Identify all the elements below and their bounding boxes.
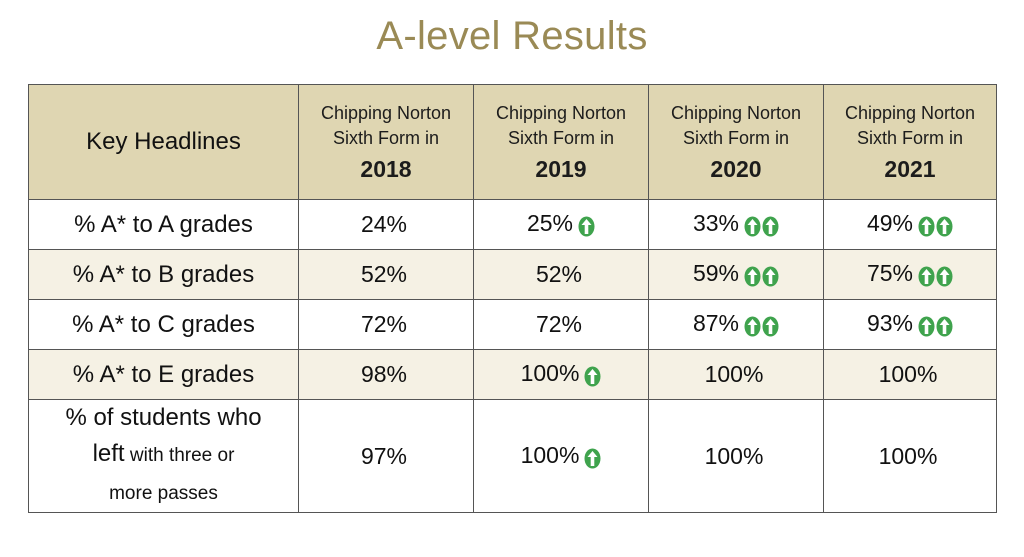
value-text: 100% xyxy=(520,441,580,468)
header-key-headlines: Key Headlines xyxy=(28,84,299,200)
increase-indicator xyxy=(743,312,779,339)
value-text: 59% xyxy=(692,260,740,287)
value-text: 97% xyxy=(360,442,408,469)
header-year: 2018 xyxy=(360,156,412,182)
row-label: % of students who left with three or mor… xyxy=(28,399,299,513)
up-arrow-circle-icon xyxy=(584,448,601,469)
header-line1: Chipping Norton xyxy=(670,103,802,123)
header-2021: Chipping Norton Sixth Form in 2021 xyxy=(823,84,997,200)
value-text: 52% xyxy=(360,261,408,287)
value-cell: 100% xyxy=(648,349,824,400)
increase-indicator xyxy=(743,212,779,239)
value-text: 87% xyxy=(692,310,740,337)
value-text: 100% xyxy=(878,361,938,387)
page-title: A-level Results xyxy=(376,14,648,58)
up-arrow-circle-icon xyxy=(762,316,779,337)
row-label: % A* to B grades xyxy=(28,249,299,300)
row-label: % A* to A grades xyxy=(28,199,299,250)
table-row: % A* to A grades 24% 25% 33% 49% xyxy=(28,199,997,250)
label-line1: % of students who xyxy=(65,404,262,431)
header-year: 2020 xyxy=(710,156,762,182)
value-cell: 98% xyxy=(298,349,474,400)
value-text: 25% xyxy=(526,210,574,237)
table-row: % of students who left with three or mor… xyxy=(28,399,997,513)
up-arrow-circle-icon xyxy=(584,366,601,387)
up-arrow-circle-icon xyxy=(918,216,935,237)
value-cell: 100% xyxy=(823,399,997,513)
value-text: 98% xyxy=(360,361,408,387)
increase-indicator xyxy=(577,212,595,239)
label-line2-small: with three or xyxy=(124,445,235,466)
up-arrow-circle-icon xyxy=(744,266,761,287)
value-text: 33% xyxy=(692,210,740,237)
row-label: % A* to E grades xyxy=(28,349,299,400)
value-cell: 100% xyxy=(823,349,997,400)
header-year: 2021 xyxy=(884,156,936,182)
value-cell: 52% xyxy=(473,249,649,300)
increase-indicator xyxy=(917,262,953,289)
value-cell: 49% xyxy=(823,199,997,250)
value-cell: 75% xyxy=(823,249,997,300)
value-text: 72% xyxy=(360,311,408,337)
value-text: 93% xyxy=(866,310,914,337)
value-cell: 100% xyxy=(473,399,649,513)
value-cell: 72% xyxy=(473,299,649,350)
header-line2: Sixth Form in xyxy=(332,128,440,148)
up-arrow-circle-icon xyxy=(578,216,595,237)
value-text: 49% xyxy=(866,210,914,237)
increase-indicator xyxy=(743,262,779,289)
value-cell: 87% xyxy=(648,299,824,350)
label-line3: more passes xyxy=(109,483,218,504)
value-text: 100% xyxy=(878,442,938,469)
value-text: 100% xyxy=(520,360,580,387)
table-row: % A* to E grades 98% 100% 100% 100% xyxy=(28,349,997,400)
value-text: 72% xyxy=(535,311,583,337)
header-line2: Sixth Form in xyxy=(856,128,964,148)
value-cell: 93% xyxy=(823,299,997,350)
value-text: 75% xyxy=(866,260,914,287)
increase-indicator xyxy=(583,362,601,389)
row-label: % A* to C grades xyxy=(28,299,299,350)
header-row: Key Headlines Chipping Norton Sixth Form… xyxy=(28,84,997,200)
value-cell: 25% xyxy=(473,199,649,250)
label-line2-big: left xyxy=(92,440,125,467)
value-cell: 59% xyxy=(648,249,824,300)
value-cell: 52% xyxy=(298,249,474,300)
up-arrow-circle-icon xyxy=(762,266,779,287)
header-line1: Chipping Norton xyxy=(320,103,452,123)
table-row: % A* to B grades 52% 52% 59% 75% xyxy=(28,249,997,300)
up-arrow-circle-icon xyxy=(762,216,779,237)
header-line1: Chipping Norton xyxy=(495,103,627,123)
up-arrow-circle-icon xyxy=(918,316,935,337)
value-text: 24% xyxy=(360,211,408,237)
value-text: 100% xyxy=(704,361,764,387)
increase-indicator xyxy=(917,212,953,239)
value-cell: 97% xyxy=(298,399,474,513)
header-2020: Chipping Norton Sixth Form in 2020 xyxy=(648,84,824,200)
value-cell: 72% xyxy=(298,299,474,350)
value-cell: 100% xyxy=(473,349,649,400)
up-arrow-circle-icon xyxy=(744,316,761,337)
up-arrow-circle-icon xyxy=(744,216,761,237)
value-cell: 24% xyxy=(298,199,474,250)
results-table: Key Headlines Chipping Norton Sixth Form… xyxy=(28,84,997,513)
value-text: 52% xyxy=(535,261,583,287)
increase-indicator xyxy=(583,443,601,470)
value-cell: 33% xyxy=(648,199,824,250)
header-2018: Chipping Norton Sixth Form in 2018 xyxy=(298,84,474,200)
up-arrow-circle-icon xyxy=(936,266,953,287)
table-row: % A* to C grades 72% 72% 87% 93% xyxy=(28,299,997,350)
up-arrow-circle-icon xyxy=(936,316,953,337)
header-line1: Chipping Norton xyxy=(844,103,976,123)
increase-indicator xyxy=(917,312,953,339)
header-line2: Sixth Form in xyxy=(682,128,790,148)
value-text: 100% xyxy=(704,442,764,469)
value-cell: 100% xyxy=(648,399,824,513)
up-arrow-circle-icon xyxy=(918,266,935,287)
header-2019: Chipping Norton Sixth Form in 2019 xyxy=(473,84,649,200)
up-arrow-circle-icon xyxy=(936,216,953,237)
header-year: 2019 xyxy=(535,156,587,182)
header-line2: Sixth Form in xyxy=(507,128,615,148)
